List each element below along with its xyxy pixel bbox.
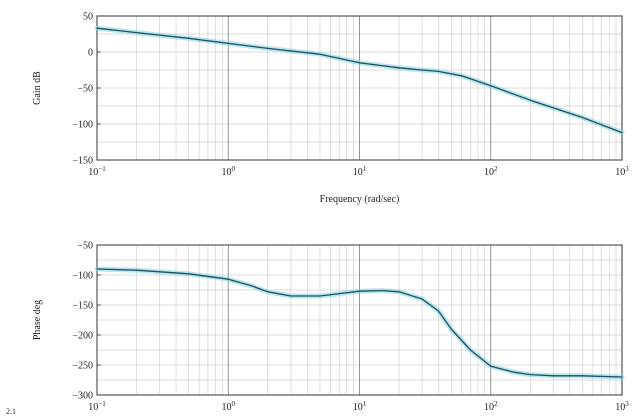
y-tick-label: −100	[72, 120, 93, 131]
y-axis-label: Gain dB	[32, 71, 43, 105]
x-axis-label: Frequency (rad/sec)	[320, 194, 400, 205]
y-tick-label: 50	[83, 12, 93, 23]
x-tick-label: 100	[222, 165, 236, 178]
x-tick-label: 103	[615, 400, 629, 413]
y-tick-label: −200	[72, 331, 93, 342]
plot-frame	[96, 244, 623, 396]
x-tick-label: 101	[353, 400, 367, 413]
y-tick-label: −150	[72, 156, 93, 167]
y-tick-label: −50	[77, 241, 93, 252]
y-tick-label: −50	[77, 84, 93, 95]
y-tick-label: −250	[72, 361, 93, 372]
y-tick-label: −300	[72, 391, 93, 402]
y-tick-label: 0	[88, 48, 93, 59]
y-tick-label: −150	[72, 301, 93, 312]
y-tick-label: −100	[72, 271, 93, 282]
x-tick-label: 102	[484, 400, 498, 413]
figure-corner-label: 2.1	[6, 407, 16, 416]
x-tick-label: 10−1	[88, 165, 106, 178]
series-line	[96, 268, 623, 378]
x-tick-label: 100	[222, 400, 236, 413]
y-axis-label: Phase deg	[32, 300, 43, 340]
x-tick-label: 102	[484, 165, 498, 178]
series-line	[96, 27, 623, 134]
x-tick-label: 103	[615, 165, 629, 178]
x-tick-label: 10−1	[88, 400, 106, 413]
x-tick-label: 101	[353, 165, 367, 178]
